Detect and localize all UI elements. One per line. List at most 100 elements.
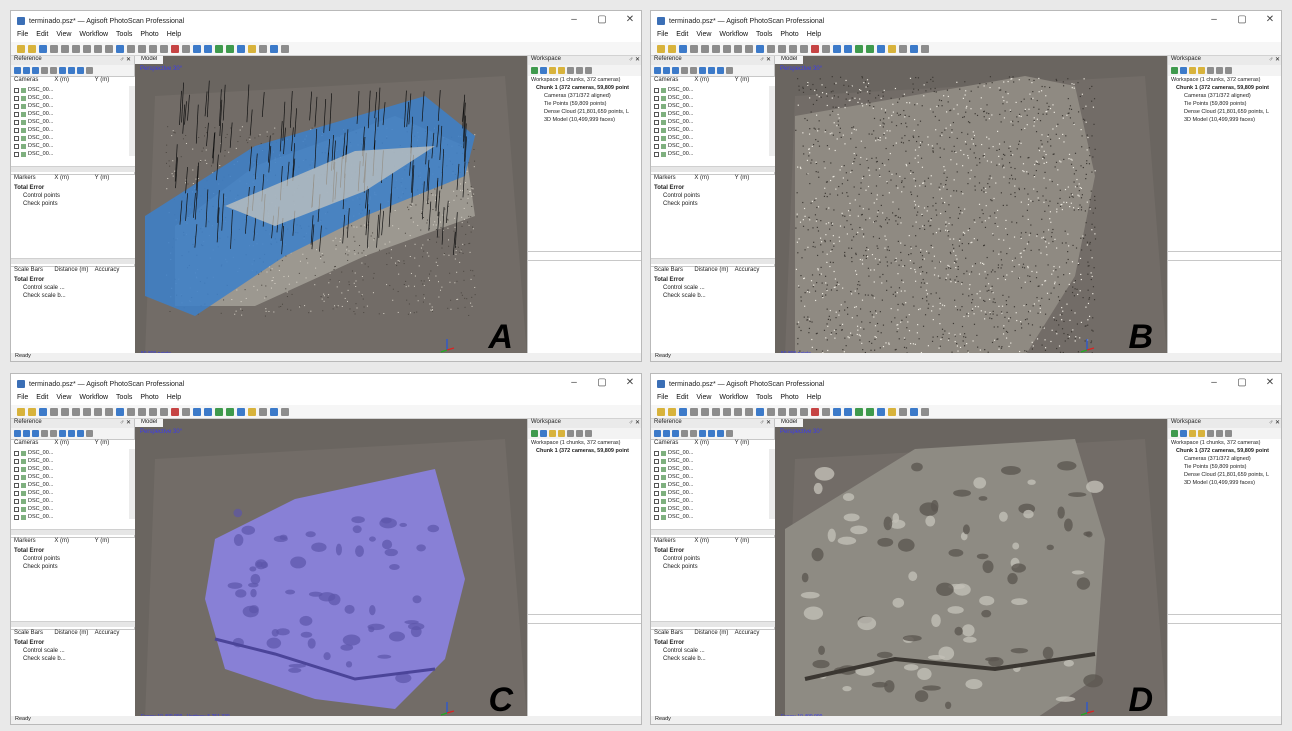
camera-checkbox[interactable]	[654, 451, 659, 456]
add-photos-icon[interactable]	[1180, 430, 1187, 437]
view-estimated-icon[interactable]	[68, 430, 75, 437]
rectangle-select-icon[interactable]	[83, 45, 91, 53]
rectangle-select-icon[interactable]	[83, 408, 91, 416]
camera-row[interactable]: DSC_00...	[11, 126, 135, 134]
pointer-icon[interactable]	[72, 408, 80, 416]
x-col[interactable]: X (m)	[54, 538, 94, 547]
scale-bars-col[interactable]: Scale Bars	[654, 267, 694, 276]
camera-checkbox[interactable]	[654, 152, 659, 157]
optimize-icon[interactable]	[41, 430, 48, 437]
add-photos-icon[interactable]	[540, 67, 547, 74]
move-icon[interactable]	[127, 45, 135, 53]
workspace-tree-item[interactable]: Tie Points (59,809 points)	[1168, 463, 1282, 471]
disable-icon[interactable]	[576, 67, 583, 74]
show-markers-icon[interactable]	[270, 45, 278, 53]
camera-checkbox[interactable]	[14, 88, 19, 93]
model-viewport[interactable]: Model Perspective 30° Faces: 10,499,999 …	[775, 419, 1167, 725]
y-col[interactable]: Y (m)	[95, 77, 135, 86]
camera-row[interactable]: DSC_00...	[651, 126, 775, 134]
camera-checkbox[interactable]	[654, 491, 659, 496]
enable-icon[interactable]	[567, 67, 574, 74]
workspace-tree-item[interactable]: 3D Model (10,499,999 faces)	[528, 116, 642, 124]
add-folder-icon[interactable]	[549, 67, 556, 74]
camera-checkbox[interactable]	[14, 515, 19, 520]
camera-row[interactable]: DSC_00...	[651, 473, 775, 481]
camera-row[interactable]: DSC_00...	[11, 449, 135, 457]
add-chunk-icon[interactable]	[531, 430, 538, 437]
workspace-tree-item[interactable]: Workspace (1 chunks, 372 cameras)	[528, 439, 642, 447]
menu-file[interactable]: File	[657, 31, 668, 42]
markers-horizontal-scrollbar[interactable]	[11, 258, 135, 264]
rotate-icon[interactable]	[778, 45, 786, 53]
show-markers-icon[interactable]	[910, 408, 918, 416]
menu-help[interactable]: Help	[807, 394, 821, 405]
total-error[interactable]: Total Error	[11, 276, 135, 284]
markers-horizontal-scrollbar[interactable]	[651, 258, 775, 264]
show-cameras-icon[interactable]	[259, 408, 267, 416]
circle-select-icon[interactable]	[94, 45, 102, 53]
camera-row[interactable]: DSC_00...	[11, 505, 135, 513]
export-icon[interactable]	[663, 430, 670, 437]
remove-icon[interactable]	[1225, 430, 1232, 437]
view-source-icon[interactable]	[699, 430, 706, 437]
y-col[interactable]: Y (m)	[735, 77, 775, 86]
circle-select-icon[interactable]	[734, 408, 742, 416]
shaded-model-icon[interactable]	[855, 408, 863, 416]
save-icon[interactable]	[679, 45, 687, 53]
control-points[interactable]: Control points	[11, 555, 135, 563]
undo-icon[interactable]	[50, 45, 58, 53]
camera-row[interactable]: DSC_00...	[651, 118, 775, 126]
move-icon[interactable]	[767, 408, 775, 416]
cameras-col[interactable]: Cameras	[654, 440, 694, 449]
camera-checkbox[interactable]	[14, 120, 19, 125]
menu-tools[interactable]: Tools	[756, 31, 772, 42]
shaded-model-icon[interactable]	[215, 408, 223, 416]
delete-selection-icon[interactable]	[171, 408, 179, 416]
add-marker-icon[interactable]	[789, 45, 797, 53]
workspace-panel-controls[interactable]: ♂ ✕	[1269, 56, 1280, 65]
x-col[interactable]: X (m)	[54, 175, 94, 184]
x-col[interactable]: X (m)	[54, 440, 94, 449]
close-button[interactable]: ✕	[623, 377, 637, 389]
add-marker-group-icon[interactable]	[1198, 430, 1205, 437]
y-col[interactable]: Y (m)	[95, 440, 135, 449]
add-chunk-icon[interactable]	[1171, 67, 1178, 74]
open-icon[interactable]	[28, 45, 36, 53]
scale-bars-col[interactable]: Scale Bars	[14, 630, 54, 639]
minimize-button[interactable]: –	[567, 377, 581, 389]
camera-checkbox[interactable]	[14, 96, 19, 101]
reset-view-icon[interactable]	[281, 45, 289, 53]
camera-row[interactable]: DSC_00...	[651, 489, 775, 497]
camera-row[interactable]: DSC_00...	[11, 150, 135, 158]
free-select-icon[interactable]	[745, 408, 753, 416]
tab-model[interactable]: Model	[775, 419, 803, 427]
check-scale-bars[interactable]: Check scale b...	[11, 292, 135, 300]
menu-edit[interactable]: Edit	[36, 31, 48, 42]
menu-workflow[interactable]: Workflow	[79, 394, 108, 405]
textured-model-icon[interactable]	[248, 45, 256, 53]
camera-checkbox[interactable]	[14, 483, 19, 488]
add-marker-group-icon[interactable]	[558, 67, 565, 74]
navigation-icon[interactable]	[116, 45, 124, 53]
camera-row[interactable]: DSC_00...	[651, 465, 775, 473]
markers-col[interactable]: Markers	[14, 175, 54, 184]
camera-row[interactable]: DSC_00...	[11, 457, 135, 465]
minimize-button[interactable]: –	[567, 14, 581, 26]
point-cloud-icon[interactable]	[833, 408, 841, 416]
new-icon[interactable]	[657, 45, 665, 53]
undo-icon[interactable]	[690, 45, 698, 53]
workspace-tree-item[interactable]: 3D Model (10,499,999 faces)	[1168, 479, 1282, 487]
camera-row[interactable]: DSC_00...	[11, 134, 135, 142]
camera-row[interactable]: DSC_00...	[11, 513, 135, 521]
total-error[interactable]: Total Error	[651, 184, 775, 192]
add-folder-icon[interactable]	[549, 430, 556, 437]
add-chunk-icon[interactable]	[1171, 430, 1178, 437]
camera-row[interactable]: DSC_00...	[651, 481, 775, 489]
minimize-button[interactable]: –	[1207, 14, 1221, 26]
shaded-model-icon[interactable]	[215, 45, 223, 53]
view-estimated-icon[interactable]	[68, 67, 75, 74]
optimize-icon[interactable]	[41, 67, 48, 74]
camera-row[interactable]: DSC_00...	[651, 86, 775, 94]
maximize-button[interactable]: ▢	[1235, 14, 1249, 26]
y-col[interactable]: Y (m)	[95, 175, 135, 184]
